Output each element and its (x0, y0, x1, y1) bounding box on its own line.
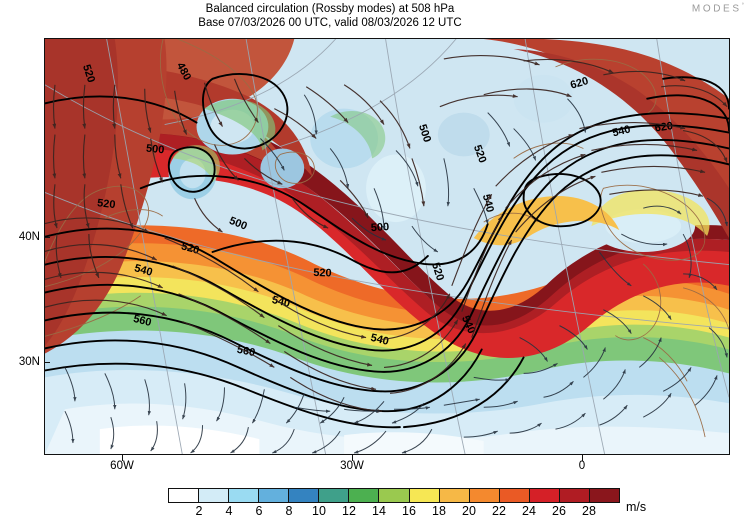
title-line-1: Balanced circulation (Rossby modes) at 5… (205, 3, 455, 15)
colorbar-tick-24: 24 (522, 504, 536, 518)
colorbar-segment-1 (199, 489, 230, 502)
x-tick-60w (122, 455, 123, 461)
svg-text:500: 500 (145, 143, 164, 157)
colorbar: 2 4 6 8 10 12 14 16 18 20 22 24 26 28 (168, 488, 620, 520)
page-title: Balanced circulation (Rossby modes) at 5… (0, 0, 660, 30)
svg-text:540: 540 (611, 123, 632, 139)
colorbar-segment-12 (529, 489, 560, 502)
colorbar-tick-6: 6 (255, 504, 263, 518)
svg-text:520: 520 (97, 197, 116, 211)
colorbar-tick-2: 2 (195, 504, 203, 518)
colorbar-segment-4 (289, 489, 320, 502)
y-tick-40n (44, 237, 50, 238)
title-line-2: Base 07/03/2026 00 UTC, valid 08/03/2026… (198, 17, 462, 29)
svg-text:540: 540 (133, 262, 154, 279)
contour-labels: 480 520 620 620 540 500 500 520 520 500 … (80, 61, 674, 360)
svg-text:540: 540 (369, 332, 390, 348)
colorbar-tick-14: 14 (372, 504, 386, 518)
colorbar-tick-10: 10 (312, 504, 326, 518)
colorbar-tick-28: 28 (582, 504, 596, 518)
y-axis-label-40n: 40N (18, 231, 40, 243)
map-canvas: 480 520 620 620 540 500 500 520 520 500 … (45, 39, 729, 454)
svg-text:620: 620 (654, 120, 674, 134)
colorbar-segment-5 (319, 489, 350, 502)
svg-text:520: 520 (429, 261, 446, 282)
colorbar-segment-13 (559, 489, 590, 502)
svg-text:500: 500 (416, 123, 433, 144)
brand-superscript: ° (741, 3, 744, 9)
colorbar-segment-14 (589, 489, 619, 502)
svg-text:520: 520 (180, 240, 201, 257)
x-tick-30w (352, 455, 353, 461)
x-tick-0 (582, 455, 583, 461)
colorbar-segment-2 (229, 489, 260, 502)
map-clip: 480 520 620 620 540 500 500 520 520 500 … (45, 39, 729, 454)
x-axis-label-30w: 30W (340, 460, 364, 472)
colorbar-tick-26: 26 (552, 504, 566, 518)
colorbar-tick-20: 20 (462, 504, 476, 518)
colorbar-swatches (168, 488, 620, 503)
colorbar-tick-18: 18 (432, 504, 446, 518)
svg-text:500: 500 (371, 221, 390, 234)
modes-logo: MODES° (692, 3, 744, 14)
colorbar-tick-22: 22 (492, 504, 506, 518)
svg-text:620: 620 (569, 75, 590, 92)
colorbar-segment-7 (379, 489, 410, 502)
colorbar-segment-6 (349, 489, 380, 502)
svg-text:560: 560 (132, 313, 153, 329)
svg-text:520: 520 (80, 63, 97, 84)
svg-text:520: 520 (471, 143, 489, 164)
svg-text:520: 520 (313, 267, 332, 280)
colorbar-tick-4: 4 (225, 504, 233, 518)
colorbar-segment-8 (409, 489, 440, 502)
colorbar-segment-11 (499, 489, 530, 502)
colorbar-segment-9 (439, 489, 470, 502)
y-tick-30n (44, 362, 50, 363)
colorbar-tick-8: 8 (285, 504, 293, 518)
colorbar-tick-16: 16 (402, 504, 416, 518)
colorbar-tick-labels: 2 4 6 8 10 12 14 16 18 20 22 24 26 28 (168, 504, 620, 520)
x-axis-label-0: 0 (578, 460, 586, 472)
brand-text: MODES (691, 3, 742, 15)
colorbar-unit-label: m/s (626, 500, 647, 514)
colorbar-segment-0 (169, 489, 200, 502)
x-axis-label-60w: 60W (110, 460, 134, 472)
y-axis-label-30n: 30N (18, 356, 40, 368)
colorbar-segment-3 (259, 489, 290, 502)
colorbar-segment-10 (469, 489, 500, 502)
colorbar-tick-12: 12 (342, 504, 356, 518)
weather-map-plot: 480 520 620 620 540 500 500 520 520 500 … (44, 38, 730, 455)
